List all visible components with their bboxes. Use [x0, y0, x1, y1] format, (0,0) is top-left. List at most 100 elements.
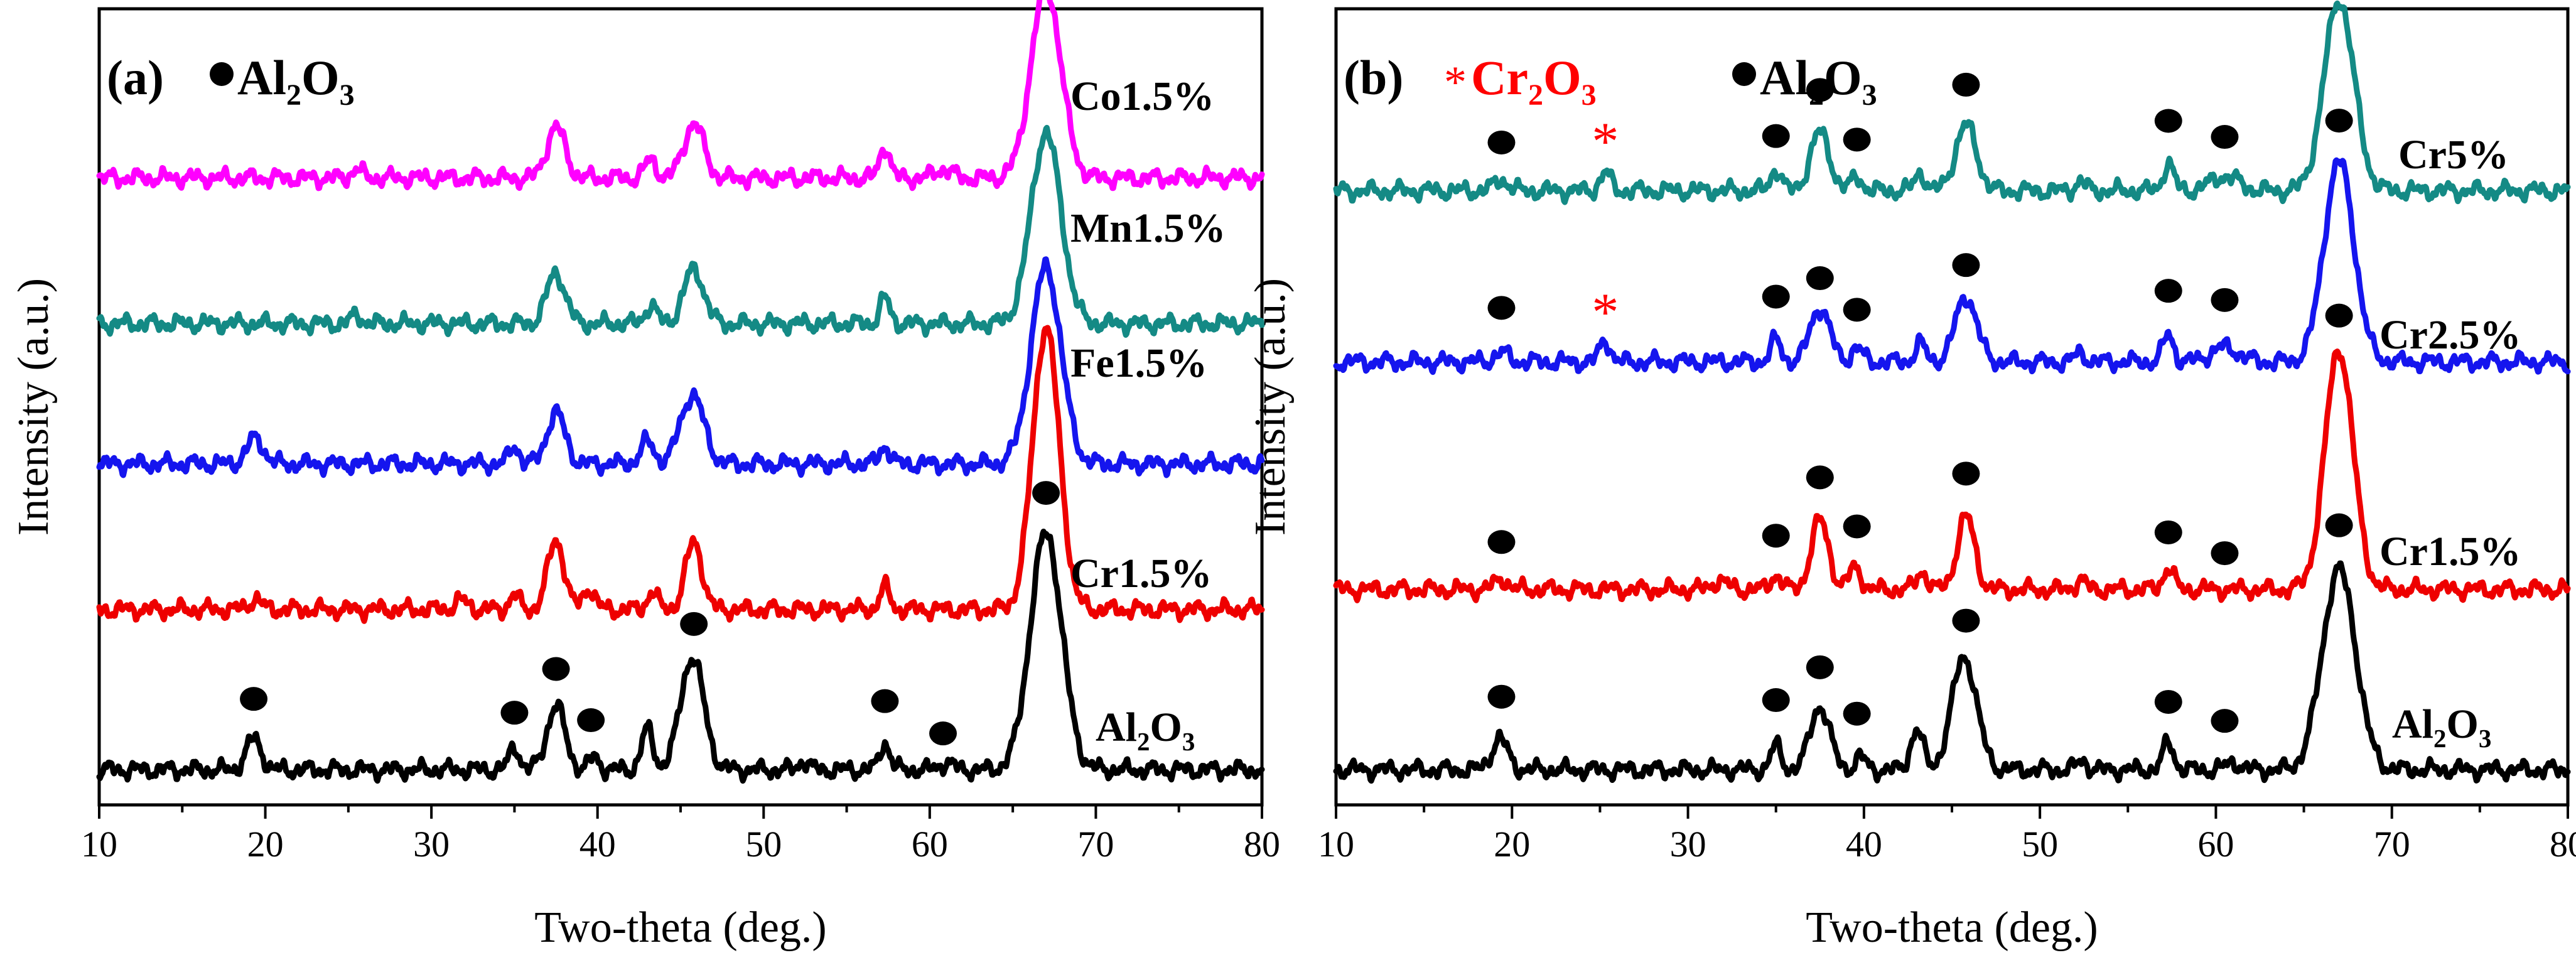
series-label-al2o3: Al2O3: [1096, 704, 1195, 756]
peak-marker-circle: [1487, 130, 1516, 154]
x-tick-label: 10: [1318, 824, 1354, 865]
peak-marker-circle: [1487, 684, 1516, 709]
formula-main: Al: [1096, 704, 1137, 750]
peak-marker-circle: [500, 701, 529, 725]
legend-circle-icon: [1732, 62, 1756, 86]
x-tick-label: 20: [1494, 824, 1530, 865]
y-axis-title: Intensity (a.u.): [9, 278, 58, 536]
series-label-cr5: Cr5%: [2398, 132, 2509, 178]
peak-marker-circle: [1843, 701, 1871, 726]
peak-marker-circle: [1843, 514, 1871, 539]
formula-main: Al: [237, 50, 286, 105]
series-line-al2o3: [96, 529, 1265, 784]
formula-main: Co1.5%: [1070, 73, 1214, 119]
x-tick-label: 60: [912, 824, 948, 865]
peak-marker-circle: [2211, 125, 2239, 149]
x-tick-label: 30: [1670, 824, 1706, 865]
peak-marker-circle: [2211, 709, 2239, 733]
series-line-cr1-5: [1333, 348, 2571, 603]
peak-marker-circle: [2325, 303, 2353, 328]
peak-marker-circle: [2154, 279, 2182, 303]
peak-marker-circle: [2211, 288, 2239, 312]
peak-marker-circle: [2325, 109, 2353, 133]
formula-main: Al: [1760, 50, 1809, 105]
peak-marker-circle: [1843, 298, 1871, 322]
peak-marker-circle: [1806, 465, 1834, 490]
peak-marker-circle: [1843, 127, 1871, 152]
peak-marker-circle: [1952, 72, 1980, 97]
peak-marker-asterisk: *: [1592, 282, 1619, 342]
x-tick-label: 70: [2374, 824, 2410, 865]
series-label-co1-5: Co1.5%: [1070, 73, 1214, 119]
x-tick-label: 30: [413, 824, 450, 865]
series-line-co1-5: [96, 0, 1265, 191]
x-axis-title: Two-theta (deg.): [1806, 903, 2098, 952]
legend-circle-icon: [210, 62, 234, 86]
peak-marker-circle: [2211, 541, 2239, 566]
peak-marker-circle: [1952, 608, 1980, 633]
series-line-al2o3: [1333, 560, 2571, 784]
peak-marker-circle: [240, 687, 268, 711]
formula-main: Cr5%: [2398, 132, 2509, 178]
panel-a: 10 20 30 40 50 60 70 80 Two-theta (deg.) Intensit…: [9, 0, 1280, 952]
series-line-cr5: [1333, 0, 2571, 205]
series-line-cr1-5: [96, 325, 1265, 624]
peak-marker-circle: [1487, 296, 1516, 320]
peak-marker-circle: [542, 657, 570, 681]
x-tick-label: 60: [2197, 824, 2234, 865]
series-label-cr2-5: Cr2.5%: [2379, 312, 2521, 358]
x-tick-label: 20: [247, 824, 284, 865]
x-tick-label: 80: [1244, 824, 1280, 865]
x-tick-label: 50: [2022, 824, 2058, 865]
formula-subscript: 3: [340, 78, 355, 112]
peak-marker-circle: [929, 721, 957, 746]
legend-asterisk-icon: *: [1444, 57, 1467, 107]
series-label-cr1-5: Cr1.5%: [2379, 529, 2521, 574]
x-tick-label: 10: [81, 824, 117, 865]
formula-main: Cr2.5%: [2379, 312, 2521, 358]
peak-marker-circle: [1806, 78, 1834, 102]
peak-marker-circle: [2154, 520, 2182, 544]
peak-marker-circle: [2154, 109, 2182, 133]
peak-marker-circle: [1762, 688, 1790, 713]
peak-marker-circle: [577, 708, 605, 733]
series-label-fe1-5: Fe1.5%: [1070, 340, 1207, 386]
peak-marker-circle: [871, 689, 899, 713]
peak-marker-circle: [1952, 461, 1980, 486]
formula-subscript: 3: [1582, 78, 1597, 112]
panel-label: (a): [107, 50, 164, 105]
y-axis-title: Intensity (a.u.): [1246, 278, 1295, 536]
formula-subscript: 3: [1182, 727, 1195, 756]
peak-marker-circle: [1762, 524, 1790, 548]
peak-marker-circle: [1952, 253, 1980, 278]
series-line-fe1-5: [96, 256, 1265, 478]
peak-marker-circle: [1806, 655, 1834, 679]
peak-marker-circle: [680, 612, 708, 636]
formula-main: Al: [2392, 701, 2433, 747]
x-tick-label: 50: [745, 824, 782, 865]
formula-main: O: [301, 50, 340, 105]
formula-subscript: 2: [1528, 78, 1543, 112]
formula-main: Fe1.5%: [1070, 340, 1207, 386]
formula-subscript: 2: [286, 78, 301, 112]
formula-main: Cr: [1471, 50, 1528, 105]
formula-subscript: 2: [1137, 727, 1150, 756]
x-tick-label: 40: [579, 824, 616, 865]
formula-main: O: [1543, 50, 1582, 105]
peak-marker-circle: [1806, 266, 1834, 291]
peak-marker-circle: [2154, 689, 2182, 714]
x-tick-label: 40: [1846, 824, 1882, 865]
formula-main: Cr1.5%: [2379, 529, 2521, 574]
series-label-al2o3: Al2O3: [2392, 701, 2491, 753]
series-line-cr2-5: [1333, 157, 2571, 375]
peak-marker-circle: [2325, 513, 2353, 537]
peak-marker-circle: [1032, 481, 1060, 505]
peak-marker-circle: [1487, 530, 1516, 554]
plot-frame: [97, 7, 1264, 807]
panel-b: 10 20 30 40 50 60 70 80 Two-theta (deg.) Intensit…: [1246, 0, 2576, 952]
legend-label: Cr2O3: [1471, 50, 1597, 112]
series-label-mn1-5: Mn1.5%: [1070, 205, 1226, 251]
series-line-mn1-5: [96, 124, 1265, 338]
